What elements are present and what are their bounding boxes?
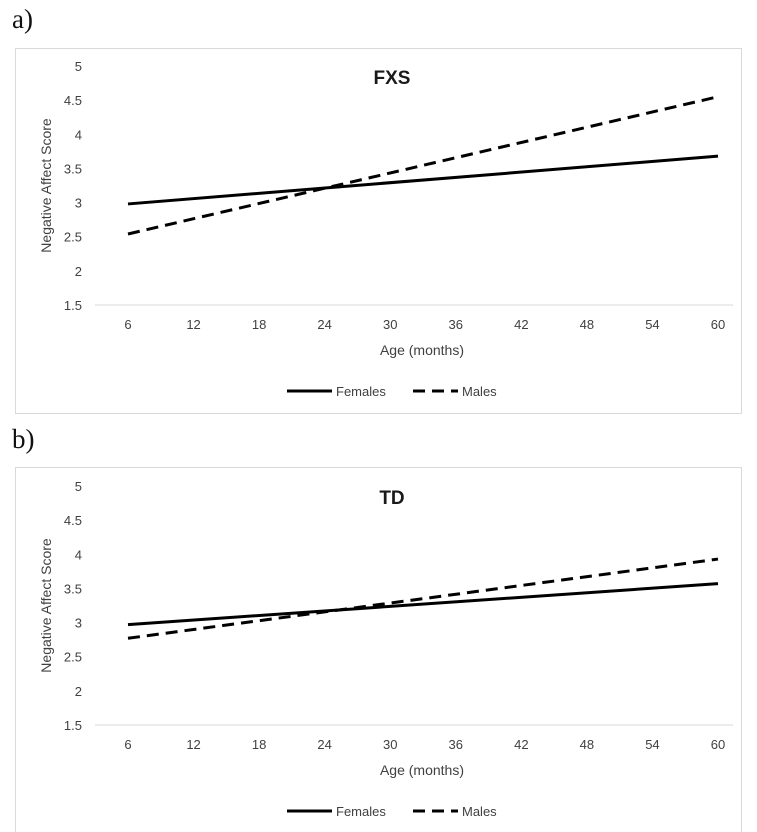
x-tick-label: 18 [252, 317, 266, 332]
x-tick-label: 54 [645, 737, 659, 752]
y-tick-label: 3 [75, 616, 82, 631]
y-tick-label: 1.5 [64, 298, 82, 313]
legend-label-males: Males [462, 804, 497, 819]
panel-label-a: a) [12, 4, 33, 34]
x-tick-label: 48 [580, 737, 594, 752]
x-axis-label: Age (months) [380, 342, 464, 358]
x-tick-label: 60 [711, 737, 725, 752]
y-tick-label: 1.5 [64, 718, 82, 733]
x-tick-label: 30 [383, 737, 397, 752]
y-tick-label: 2.5 [64, 650, 82, 665]
y-tick-label: 5 [75, 59, 82, 74]
y-tick-label: 4.5 [64, 93, 82, 108]
x-tick-label: 48 [580, 317, 594, 332]
y-tick-label: 5 [75, 479, 82, 494]
x-tick-label: 36 [449, 737, 463, 752]
x-tick-label: 60 [711, 317, 725, 332]
x-tick-label: 42 [514, 317, 528, 332]
x-tick-label: 54 [645, 317, 659, 332]
x-tick-label: 12 [186, 317, 200, 332]
x-tick-label: 42 [514, 737, 528, 752]
x-tick-label: 6 [124, 317, 131, 332]
chart-frame-td [15, 467, 742, 832]
y-tick-label: 4 [75, 127, 82, 142]
legend-label-females: Females [336, 804, 386, 819]
y-axis-label: Negative Affect Score [38, 118, 54, 253]
y-tick-label: 3.5 [64, 581, 82, 596]
y-tick-label: 4 [75, 547, 82, 562]
y-tick-label: 2 [75, 684, 82, 699]
chart-title: TD [379, 488, 404, 509]
x-tick-label: 6 [124, 737, 131, 752]
x-tick-label: 12 [186, 737, 200, 752]
panel-label-b: b) [12, 424, 35, 454]
legend-label-females: Females [336, 384, 386, 399]
y-tick-label: 3.5 [64, 161, 82, 176]
series-line-females [127, 582, 719, 627]
x-tick-label: 36 [449, 317, 463, 332]
series-line-females [127, 154, 719, 206]
series-line-males [127, 95, 719, 236]
x-tick-label: 24 [317, 737, 331, 752]
x-tick-label: 30 [383, 317, 397, 332]
y-tick-label: 4.5 [64, 513, 82, 528]
y-tick-label: 3 [75, 196, 82, 211]
chart-title: FXS [374, 68, 411, 89]
y-axis-label: Negative Affect Score [38, 538, 54, 673]
x-tick-label: 24 [317, 317, 331, 332]
y-tick-label: 2.5 [64, 230, 82, 245]
y-tick-label: 2 [75, 264, 82, 279]
legend-label-males: Males [462, 384, 497, 399]
x-tick-label: 18 [252, 737, 266, 752]
series-line-males [127, 557, 719, 640]
x-axis-label: Age (months) [380, 762, 464, 778]
